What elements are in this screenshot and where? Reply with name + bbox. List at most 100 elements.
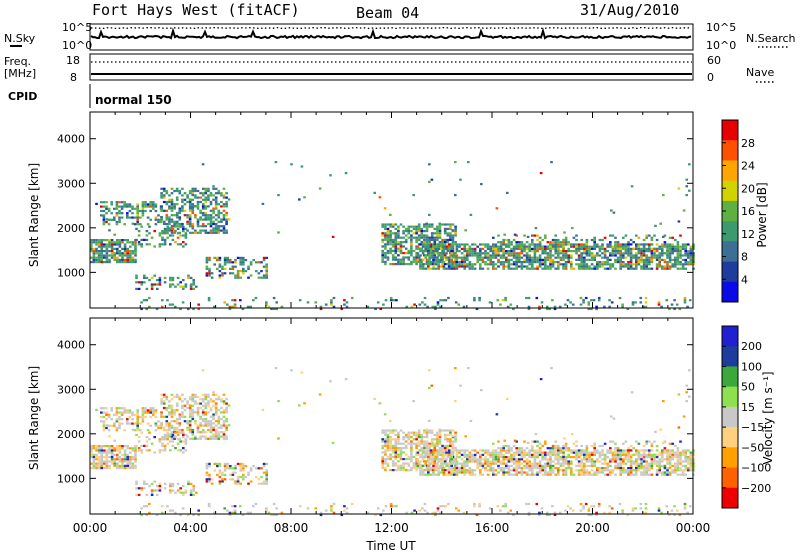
scatter-cell [239, 469, 242, 472]
scatter-cell [598, 245, 602, 248]
scatter-cell [236, 462, 240, 465]
scatter-cell [391, 460, 395, 463]
scatter-cell [655, 267, 659, 270]
scatter-cell [442, 243, 446, 246]
scatter-cell [458, 467, 461, 470]
scatter-cell [515, 440, 518, 443]
scatter-cell [593, 462, 596, 465]
scatter-cell [642, 511, 645, 514]
scatter-cell [438, 232, 442, 235]
scatter-cell [562, 449, 565, 452]
scatter-cell [152, 203, 155, 206]
scatter-cell [116, 453, 119, 456]
scatter-cell [614, 449, 617, 452]
scatter-cell [572, 243, 576, 246]
scatter-cell [562, 464, 565, 467]
scatter-cell [140, 513, 143, 517]
scatter-cell [199, 231, 202, 234]
scatter-cell [262, 462, 266, 465]
scatter-cell [399, 258, 403, 261]
scatter-cell [410, 234, 413, 237]
scatter-cell [234, 259, 237, 262]
scatter-cell [199, 196, 202, 199]
scatter-cell [497, 247, 500, 250]
scatter-cell [242, 469, 245, 472]
scatter-cell [186, 406, 189, 410]
scatter-cell [176, 243, 180, 246]
colorbar-tick-label: 12 [741, 228, 755, 241]
scatter-cell [153, 274, 156, 277]
scatter-cell [182, 279, 185, 282]
scatter-cell [407, 464, 411, 467]
scatter-cell [614, 451, 617, 454]
scatter-cell [441, 455, 444, 458]
scatter-cell [596, 261, 599, 264]
scatter-cell [436, 236, 439, 239]
scatter-cell [113, 453, 116, 456]
scatter-cell [129, 456, 132, 459]
scatter-cell [564, 460, 568, 463]
scatter-cell [659, 222, 662, 225]
scatter-cell [105, 449, 109, 452]
scatter-cell [449, 232, 452, 235]
scatter-cell [510, 473, 513, 476]
scatter-cell [199, 424, 202, 427]
scatter-cell [629, 265, 633, 268]
scatter-cell [134, 464, 137, 467]
scatter-cell [196, 189, 200, 193]
scatter-cell [178, 189, 182, 193]
scatter-cell [583, 263, 586, 266]
scatter-cell [160, 402, 163, 405]
scatter-cell [536, 267, 539, 270]
scatter-cell [90, 247, 93, 250]
scatter-cell [222, 196, 226, 199]
scatter-cell [635, 245, 638, 248]
scatter-cell [629, 469, 633, 472]
scatter-cell [222, 400, 226, 403]
scatter-cell [687, 243, 690, 246]
scatter-cell [463, 256, 466, 259]
scatter-cell [100, 245, 103, 248]
scatter-cell [196, 231, 200, 234]
scatter-cell [425, 436, 429, 439]
scatter-cell [484, 460, 487, 463]
scatter-cell [391, 451, 395, 454]
scatter-cell [438, 436, 442, 439]
scatter-cell [209, 225, 213, 228]
scatter-cell [247, 482, 250, 485]
scatter-cell [497, 234, 500, 237]
scatter-cell [397, 241, 400, 244]
scatter-cell [681, 460, 685, 463]
scatter-cell [598, 254, 602, 257]
scatter-cell [427, 456, 430, 459]
scatter-cell [143, 274, 146, 277]
scatter-cell [671, 449, 674, 452]
scatter-cell [236, 478, 240, 481]
scatter-cell [220, 431, 223, 434]
scatter-cell [436, 303, 440, 306]
scatter-cell [512, 444, 516, 448]
scatter-cell [580, 263, 583, 266]
scatter-cell [205, 265, 209, 268]
scatter-cell [434, 245, 438, 248]
scatter-cell [207, 437, 210, 440]
scatter-cell [438, 230, 442, 233]
scatter-cell [676, 254, 680, 257]
scatter-cell [449, 234, 452, 237]
scatter-cell [624, 234, 628, 237]
scatter-cell [689, 256, 693, 259]
scatter-cell [188, 398, 192, 401]
scatter-cell [559, 458, 563, 461]
scatter-cell [397, 431, 400, 434]
scatter-cell [226, 462, 229, 465]
scatter-cell [538, 258, 542, 261]
scatter-cell [611, 245, 615, 248]
scatter-cell [389, 225, 392, 228]
scatter-cell [386, 455, 390, 458]
scatter-cell [443, 444, 447, 447]
scatter-cell [443, 254, 447, 257]
scatter-cell [247, 267, 250, 270]
scatter-cell [507, 458, 511, 461]
scatter-cell [140, 431, 143, 434]
scatter-cell [512, 254, 516, 257]
